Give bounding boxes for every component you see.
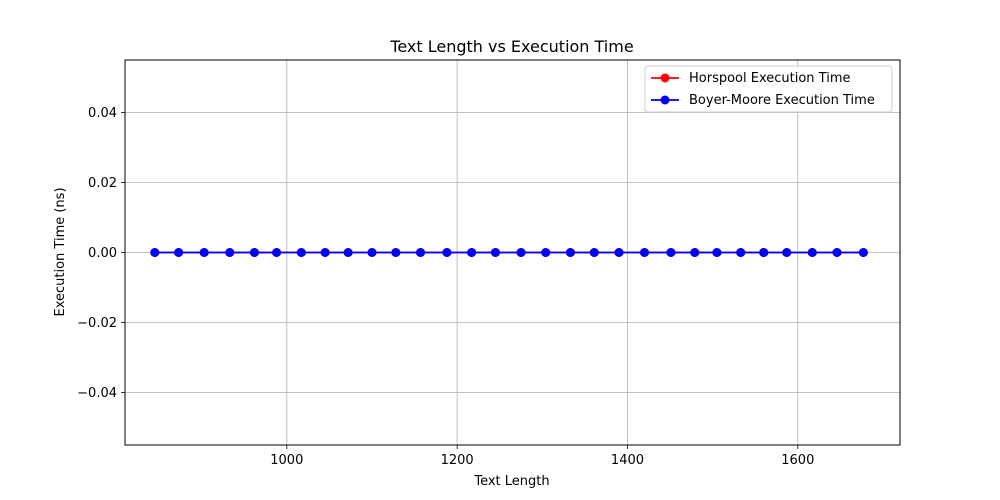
data-point-boyer-moore-execution-time <box>199 248 209 257</box>
y-tick-label: 0.04 <box>88 106 117 121</box>
legend-label-boyer-moore: Boyer-Moore Execution Time <box>689 93 875 108</box>
data-point-boyer-moore-execution-time <box>367 248 377 257</box>
data-point-boyer-moore-execution-time <box>736 248 746 257</box>
data-point-boyer-moore-execution-time <box>467 248 477 257</box>
legend-marker-boyer-moore <box>660 95 670 105</box>
data-point-boyer-moore-execution-time <box>712 248 722 257</box>
y-axis-label: Execution Time (ns) <box>53 187 68 316</box>
y-tick-label: −0.02 <box>77 316 117 331</box>
x-axis-label: Text Length <box>473 474 549 489</box>
data-point-boyer-moore-execution-time <box>416 248 426 257</box>
legend: Horspool Execution Time Boyer-Moore Exec… <box>644 65 893 113</box>
data-point-boyer-moore-execution-time <box>174 248 184 257</box>
data-point-boyer-moore-execution-time <box>782 248 792 257</box>
x-tick-label: 1600 <box>781 453 814 468</box>
x-tick-label: 1200 <box>441 453 474 468</box>
x-tick-label: 1400 <box>611 453 644 468</box>
legend-box <box>644 65 893 113</box>
data-series <box>150 248 868 257</box>
data-point-boyer-moore-execution-time <box>296 248 306 257</box>
y-tick-label: −0.04 <box>77 386 117 401</box>
x-tick-label: 1000 <box>270 453 303 468</box>
data-point-boyer-moore-execution-time <box>565 248 575 257</box>
chart-title: Text Length vs Execution Time <box>389 37 633 56</box>
data-point-boyer-moore-execution-time <box>640 248 650 257</box>
data-point-boyer-moore-execution-time <box>589 248 599 257</box>
data-point-boyer-moore-execution-time <box>150 248 160 257</box>
data-point-boyer-moore-execution-time <box>272 248 282 257</box>
data-point-boyer-moore-execution-time <box>666 248 676 257</box>
data-point-boyer-moore-execution-time <box>490 248 500 257</box>
axis-ticks: 1000 1200 1400 1600 −0.04 −0.02 0.00 0.02 0.04 <box>77 106 814 468</box>
data-point-boyer-moore-execution-time <box>690 248 700 257</box>
legend-label-horspool: Horspool Execution Time <box>689 71 851 86</box>
y-tick-label: 0.00 <box>88 246 117 261</box>
data-point-boyer-moore-execution-time <box>832 248 842 257</box>
data-point-boyer-moore-execution-time <box>320 248 330 257</box>
data-point-boyer-moore-execution-time <box>807 248 817 257</box>
data-point-boyer-moore-execution-time <box>759 248 769 257</box>
data-point-boyer-moore-execution-time <box>225 248 235 257</box>
legend-marker-horspool <box>660 73 670 83</box>
data-point-boyer-moore-execution-time <box>249 248 259 257</box>
data-point-boyer-moore-execution-time <box>442 248 452 257</box>
data-point-boyer-moore-execution-time <box>614 248 624 257</box>
data-point-boyer-moore-execution-time <box>391 248 401 257</box>
data-point-boyer-moore-execution-time <box>343 248 353 257</box>
data-point-boyer-moore-execution-time <box>541 248 551 257</box>
data-point-boyer-moore-execution-time <box>858 248 868 257</box>
y-tick-label: 0.02 <box>88 176 117 191</box>
data-point-boyer-moore-execution-time <box>516 248 526 257</box>
